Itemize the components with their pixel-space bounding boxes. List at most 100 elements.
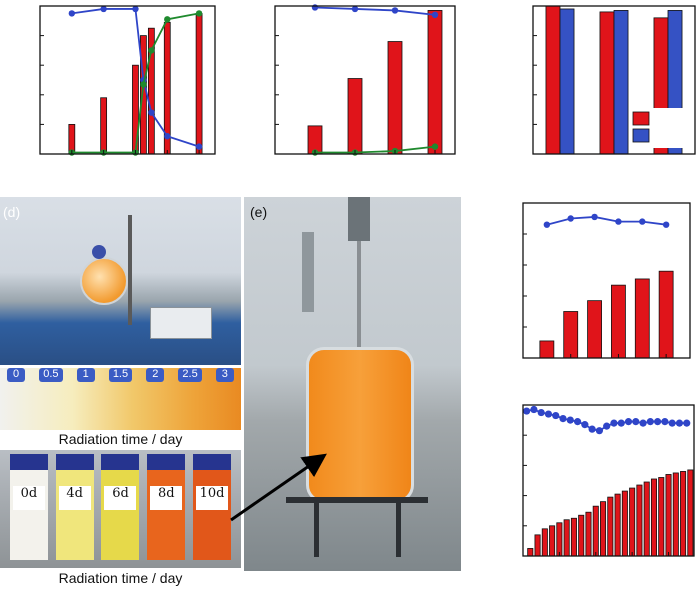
vial-label: 1.5 xyxy=(108,368,133,382)
panel-label-e: (e) xyxy=(250,204,268,220)
bar xyxy=(643,481,650,557)
series-point xyxy=(132,5,139,13)
series-line xyxy=(314,6,436,16)
series-point xyxy=(431,11,439,19)
bar xyxy=(672,472,679,557)
bar-con xyxy=(599,11,615,155)
legend-swatch xyxy=(632,128,650,143)
bar xyxy=(607,496,614,557)
bar xyxy=(541,528,548,557)
series-point xyxy=(523,407,531,415)
bar xyxy=(614,493,621,557)
bar xyxy=(658,477,665,557)
series-point xyxy=(661,418,669,426)
series-point xyxy=(581,421,589,429)
bar xyxy=(534,534,541,557)
caption-d-1: Radiation time / day xyxy=(58,431,183,447)
series-point xyxy=(639,218,646,225)
bar xyxy=(347,78,363,155)
series-point xyxy=(195,10,203,17)
stand-icon xyxy=(128,215,132,325)
bar xyxy=(658,270,674,359)
bar xyxy=(578,514,585,557)
bar xyxy=(563,519,570,557)
bar xyxy=(600,501,607,557)
series-point xyxy=(311,4,319,11)
instrument-icon xyxy=(150,307,212,339)
bar xyxy=(195,12,203,155)
bar xyxy=(611,284,626,359)
series-point xyxy=(148,109,155,116)
bottle: 4d xyxy=(55,454,94,560)
series-point xyxy=(646,418,654,426)
series-point xyxy=(391,7,399,14)
building-icon xyxy=(302,232,314,312)
chart-g xyxy=(522,404,695,557)
bar xyxy=(636,484,643,557)
series-line xyxy=(315,145,436,154)
series-point xyxy=(603,422,611,430)
vial-label: 2 xyxy=(146,368,165,382)
series-point xyxy=(530,405,538,414)
series-point xyxy=(431,143,439,150)
bar xyxy=(629,487,636,557)
series-point xyxy=(573,418,582,426)
series-point xyxy=(624,418,633,426)
vial-label: 1 xyxy=(76,368,95,382)
bottle: 6d xyxy=(101,454,140,560)
stand-leg xyxy=(396,497,401,557)
series-point xyxy=(668,419,676,427)
bar xyxy=(549,525,556,557)
photo-d-vials: 0 0.5 1 1.5 2 2.5 3 xyxy=(0,368,241,430)
reactor-vessel xyxy=(306,347,414,503)
series-point xyxy=(552,411,560,420)
bar xyxy=(665,474,672,557)
bar-sel xyxy=(559,8,575,155)
vial-label: 3 xyxy=(215,368,234,382)
bottle-label: 8d xyxy=(150,486,183,510)
series-point xyxy=(351,5,359,13)
bar xyxy=(680,471,687,557)
photo-d-bottles: 0d 4d 6d 8d 10d xyxy=(0,450,241,568)
shaft-icon xyxy=(357,241,361,351)
plot-frame xyxy=(274,5,456,155)
bar xyxy=(100,97,108,155)
series-point xyxy=(675,419,684,427)
vial-label: 0.5 xyxy=(39,368,63,382)
series-point xyxy=(140,81,147,88)
bottle-label: 4d xyxy=(58,486,91,510)
series-point xyxy=(588,425,596,433)
series-point xyxy=(195,143,203,150)
bar xyxy=(621,490,628,557)
series-point xyxy=(662,221,670,228)
panel-label-d: (d) xyxy=(3,204,21,220)
motor-icon xyxy=(348,197,370,241)
stand-frame xyxy=(286,497,428,503)
stand-leg xyxy=(314,497,319,557)
series-point xyxy=(68,10,76,17)
legend-swatch xyxy=(632,111,650,126)
bar xyxy=(570,517,577,557)
series-point xyxy=(559,414,567,423)
vial-label: 0 xyxy=(7,368,26,382)
plot-frame xyxy=(522,404,695,557)
caption-d-2: Radiation time / day xyxy=(58,570,183,586)
plot-frame xyxy=(522,202,691,359)
series-line xyxy=(546,216,667,226)
bar xyxy=(650,478,657,557)
bar xyxy=(556,522,563,557)
photo-d-setup xyxy=(0,197,241,365)
series-point xyxy=(543,221,551,228)
chart-f xyxy=(522,202,691,359)
series-point xyxy=(148,47,155,54)
lamp-icon xyxy=(92,245,106,259)
flask-icon xyxy=(80,257,128,305)
bar xyxy=(427,10,443,155)
chart-c xyxy=(532,5,696,155)
bottle: 8d xyxy=(147,454,186,560)
bar xyxy=(687,469,694,557)
series-point xyxy=(610,419,618,427)
series-point xyxy=(632,418,640,426)
bar xyxy=(563,311,579,359)
